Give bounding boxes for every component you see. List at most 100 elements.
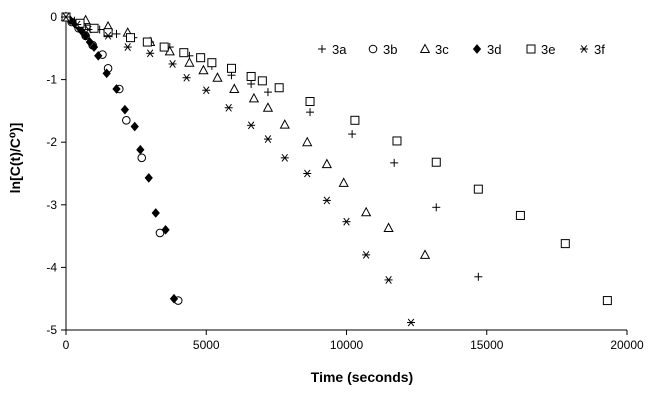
legend-marker-3a [318,45,326,53]
data-point-3f [73,20,82,29]
data-point-3f [263,135,272,143]
series-3a [62,13,483,281]
data-point-3f [303,169,312,178]
data-point-3e [103,28,113,38]
data-point-3e [226,63,236,73]
data-point-3c [248,92,260,103]
data-point-3e [142,37,152,47]
x-tick-label: 20000 [610,338,644,352]
data-point-3e [207,58,217,68]
data-point-3c [279,119,290,129]
y-axis-title: ln[C(t)/C⁰)] [7,123,23,194]
data-point-3e [196,53,206,63]
data-point-3c [321,158,333,169]
data-point-3a [474,272,483,281]
legend-marker-3e [526,44,536,54]
legend-item-3b: 3b [368,42,397,57]
x-tick-label: 15000 [470,338,504,352]
data-point-3e [515,210,525,220]
series-3d [61,12,179,304]
data-point-3e [392,136,402,146]
data-point-3f [123,43,132,51]
data-point-3d [136,144,145,155]
y-tick-label: -3 [46,198,57,212]
data-point-3e [350,115,360,125]
y-tick-label: 0 [50,10,57,24]
data-point-3a [247,79,256,88]
y-tick-label: -1 [46,73,57,87]
legend-item-3a: 3a [318,42,347,57]
data-point-3d [161,225,170,235]
data-point-3c [302,136,313,147]
legend-marker-3c [419,43,431,53]
data-point-3d [81,30,90,41]
axes-layer [65,17,627,331]
legend-label-3b: 3b [383,42,397,57]
data-point-3d [94,50,103,61]
data-point-3e [305,97,315,107]
data-point-3f [280,153,289,162]
data-point-3e [159,42,169,52]
legend-item-3e: 3e [526,42,555,57]
data-point-3b [155,228,165,238]
data-point-3d [89,42,99,52]
series-3e [61,12,612,306]
data-point-3c [198,64,209,75]
data-point-3f [384,276,393,284]
data-point-3d [130,121,139,132]
data-point-3e [246,71,256,81]
ticks-layer: 0 5000 10000 15000 20000 0 -1 -2 -3 -4 -5 [46,10,644,352]
data-point-3d [151,208,160,218]
data-point-3f [62,13,70,21]
data-point-3d [85,37,94,47]
legend-label-3e: 3e [541,42,555,57]
data-point-3f [146,49,155,58]
y-tick-label: -4 [46,260,57,274]
data-point-3f [84,25,93,34]
data-point-3b [122,115,131,125]
legend-label-3a: 3a [332,42,347,57]
data-point-3c [262,102,274,112]
legend: 3a 3b 3c 3d 3e 3f [318,42,605,57]
data-point-3c [212,72,223,82]
data-point-3f [362,250,371,259]
data-point-3f [168,60,177,68]
data-point-3f [202,86,211,95]
legend-label-3c: 3c [435,42,449,57]
data-point-3b [137,153,147,163]
legend-item-3c: 3c [419,42,449,57]
data-point-3f [224,103,233,112]
data-point-3d [77,25,86,36]
series-3b [61,12,183,305]
data-point-3c [419,249,431,259]
data-point-3f [342,217,351,226]
data-point-3f [182,73,191,82]
data-point-3e [431,157,441,167]
data-point-3a [263,88,272,97]
data-point-3e [75,18,85,28]
data-point-3c [360,206,372,217]
legend-marker-3f [580,45,588,53]
data-point-3e [179,48,189,58]
data-point-3c [184,57,195,67]
data-point-3f [407,318,416,327]
x-tick-label: 10000 [330,338,364,352]
x-tick-label: 0 [63,338,70,352]
data-point-3f [104,31,113,40]
data-point-3e [126,33,136,43]
data-point-3a [112,29,121,38]
legend-marker-3d [472,44,482,54]
data-point-3e [602,296,612,306]
data-point-3f [322,196,331,205]
series-3f [62,13,416,327]
data-point-3a [432,203,441,212]
x-axis-title: Time (seconds) [311,369,413,385]
data-point-3f [247,121,256,130]
y-tick-label: -2 [46,135,57,149]
data-point-3d [169,293,179,304]
y-tick-label: -5 [46,323,57,337]
data-point-3d [112,84,121,94]
data-point-3e [257,76,267,86]
